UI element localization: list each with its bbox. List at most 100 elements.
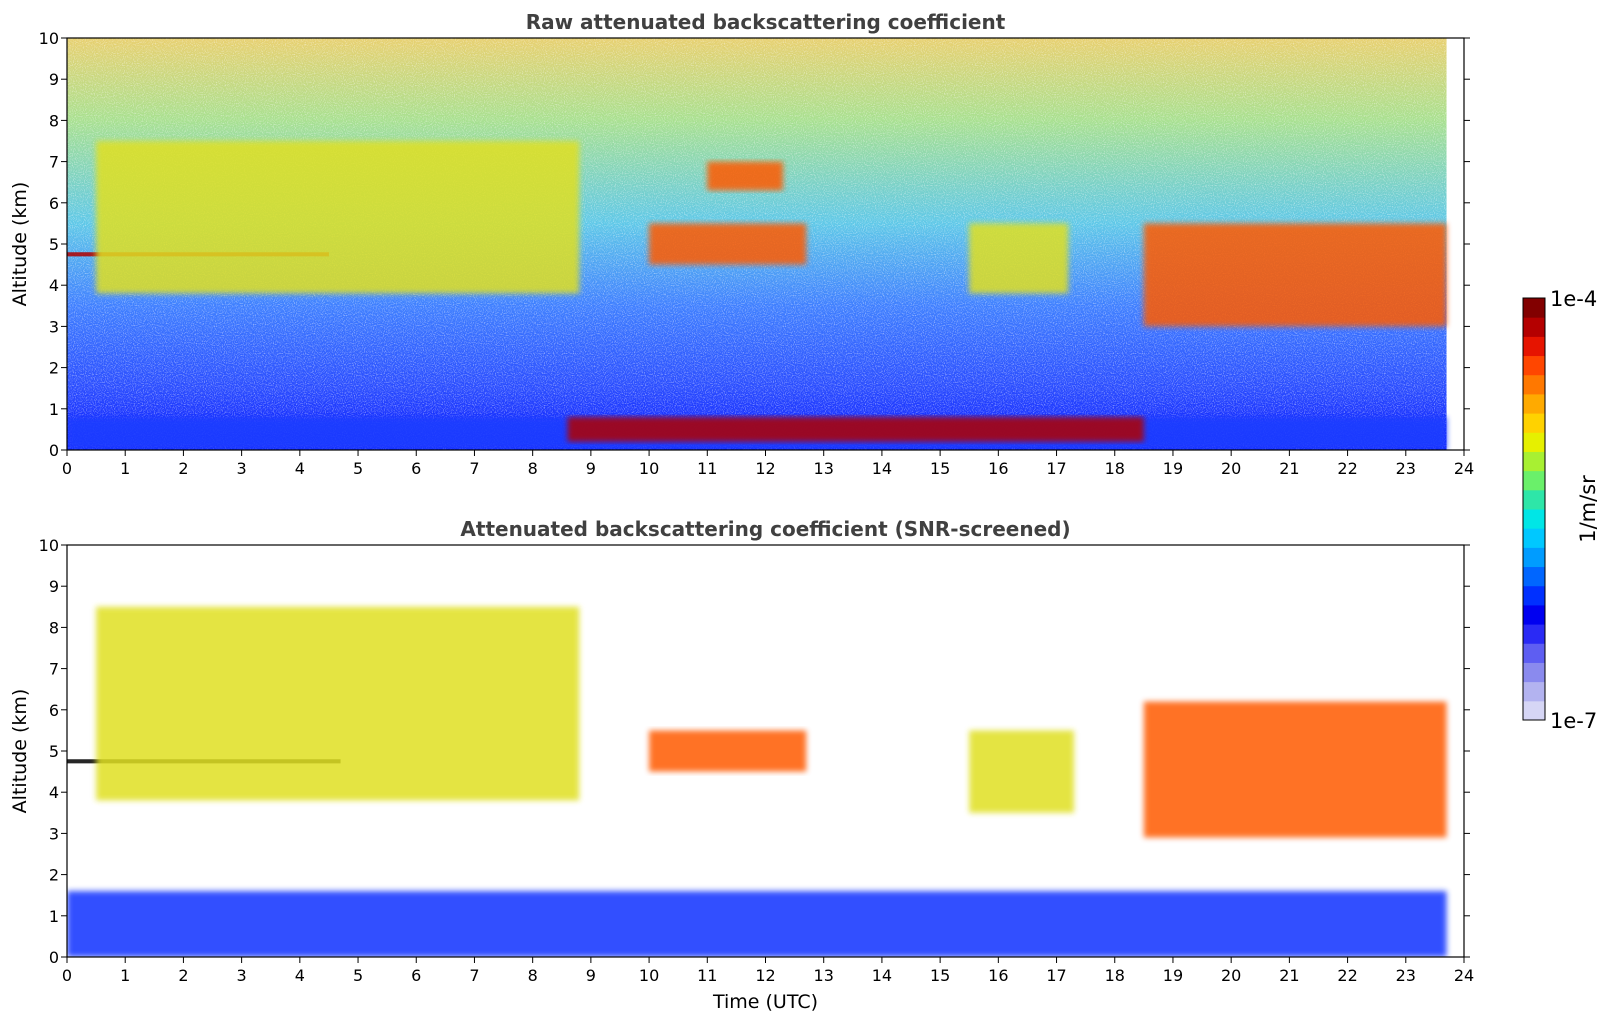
y-tick-label: 10 (39, 536, 59, 555)
colorbar-segment (1523, 509, 1545, 529)
y-tick-label: 10 (39, 29, 59, 48)
panel-raw: Raw attenuated backscattering coefficien… (9, 10, 1474, 478)
colorbar-segment (1523, 355, 1545, 376)
panel-raw-x-axis: 0 1 2 3 4 5 6 7 8 9 10 11 12 13 14 15 16 17 18 19 20 21 22 23 24 (62, 450, 1474, 478)
x-tick-label: 10 (639, 459, 659, 478)
feature-boundary-layer-0 (67, 891, 1447, 957)
x-tick-label: 16 (988, 966, 1008, 985)
x-tick-label: 10 (639, 966, 659, 985)
y-tick-label: 5 (49, 235, 59, 254)
feature-cirrus-2 (96, 141, 580, 294)
y-tick-label: 3 (49, 317, 59, 336)
colorbar-gradient (1523, 298, 1545, 721)
y-tick-label: 4 (49, 276, 59, 295)
x-tick-label: 13 (814, 459, 834, 478)
panel-screened-ylabel: Altitude (km) (9, 689, 31, 814)
x-tick-label: 18 (1105, 459, 1125, 478)
panel-screened-x-axis: 0 1 2 3 4 5 6 7 8 9 10 11 12 13 14 15 16 17 18 19 20 21 22 23 24 (62, 957, 1474, 985)
x-tick-label: 12 (755, 459, 775, 478)
colorbar-segment (1523, 470, 1545, 491)
colorbar-segment (1523, 317, 1545, 337)
y-tick-label: 0 (49, 948, 59, 967)
panel-screened: Attenuated backscattering coefficient (S… (9, 517, 1474, 1013)
feature-cloud-layer-3 (649, 223, 807, 265)
y-tick-label: 1 (49, 400, 59, 419)
feature-cirrus-6 (1143, 223, 1447, 327)
y-tick-label: 6 (49, 701, 59, 720)
colorbar-segment (1523, 393, 1545, 414)
y-tick-label: 8 (49, 618, 59, 637)
x-tick-label: 23 (1396, 459, 1416, 478)
x-tick-label: 19 (1163, 966, 1183, 985)
y-tick-label: 0 (49, 441, 59, 460)
y-tick-label: 1 (49, 907, 59, 926)
x-tick-label: 17 (1046, 966, 1066, 985)
x-tick-label: 3 (237, 459, 247, 478)
y-tick-label: 7 (49, 153, 59, 172)
panel-screened-y-axis: 0 1 2 3 4 5 6 7 8 9 10 (39, 536, 1470, 967)
colorbar-segment (1523, 547, 1545, 568)
x-tick-label: 17 (1046, 459, 1066, 478)
feature-cirrus-2 (96, 606, 580, 801)
y-tick-label: 6 (49, 194, 59, 213)
x-tick-label: 7 (469, 966, 479, 985)
panel-screened-heatmap (67, 606, 1447, 957)
panel-raw-y-axis: 0 1 2 3 4 5 6 7 8 9 10 (39, 29, 1470, 460)
x-tick-label: 13 (814, 966, 834, 985)
y-tick-label: 3 (49, 824, 59, 843)
panel-raw-title: Raw attenuated backscattering coefficien… (526, 10, 1006, 34)
y-tick-label: 2 (49, 359, 59, 378)
x-tick-label: 11 (697, 966, 717, 985)
x-tick-label: 0 (62, 459, 72, 478)
colorbar-segment (1523, 528, 1545, 548)
x-tick-label: 4 (295, 459, 305, 478)
feature-cirrus-5 (969, 223, 1069, 294)
colorbar-segment (1523, 432, 1545, 452)
x-tick-label: 23 (1396, 966, 1416, 985)
y-tick-label: 9 (49, 70, 59, 89)
x-tick-label: 12 (755, 966, 775, 985)
x-tick-label: 7 (469, 459, 479, 478)
x-tick-label: 22 (1337, 459, 1357, 478)
colorbar-segment (1523, 585, 1545, 606)
x-tick-label: 16 (988, 459, 1008, 478)
colorbar-segment (1523, 374, 1545, 395)
feature-low-cloud-top-7 (567, 417, 1144, 442)
y-tick-label: 4 (49, 783, 59, 802)
colorbar-segment (1523, 566, 1545, 587)
y-tick-label: 9 (49, 577, 59, 596)
panel-screened-xlabel: Time (UTC) (712, 991, 818, 1013)
colorbar-segment (1523, 413, 1545, 433)
x-tick-label: 11 (697, 459, 717, 478)
x-tick-label: 22 (1337, 966, 1357, 985)
colorbar-segment (1523, 451, 1545, 472)
y-tick-label: 7 (49, 660, 59, 679)
colorbar-segment (1523, 336, 1545, 357)
panel-raw-heatmap (67, 38, 1447, 450)
feature-cloud-patches-4 (707, 161, 783, 191)
colorbar-max-label: 1e-4 (1550, 287, 1597, 311)
x-tick-label: 24 (1454, 459, 1474, 478)
x-tick-label: 15 (930, 966, 950, 985)
feature-cirrus-5 (1143, 701, 1447, 838)
x-tick-label: 14 (872, 459, 892, 478)
feature-cloud-layer-3 (649, 730, 807, 772)
colorbar-unit-label: 1/m/sr (1576, 475, 1600, 543)
colorbar: 1e-4 1e-7 1/m/sr (1522, 287, 1600, 733)
x-tick-label: 24 (1454, 966, 1474, 985)
colorbar-segment (1523, 700, 1545, 721)
x-tick-label: 19 (1163, 459, 1183, 478)
panel-screened-title: Attenuated backscattering coefficient (S… (460, 517, 1070, 541)
x-tick-label: 20 (1221, 966, 1241, 985)
x-tick-label: 8 (528, 966, 538, 985)
colorbar-segment (1523, 643, 1545, 663)
colorbar-segment (1523, 681, 1545, 702)
colorbar-segment (1523, 604, 1545, 625)
x-tick-label: 21 (1279, 966, 1299, 985)
colorbar-segment (1523, 624, 1545, 644)
x-tick-label: 5 (353, 459, 363, 478)
x-tick-label: 8 (528, 459, 538, 478)
feature-cirrus-4 (969, 730, 1075, 813)
x-tick-label: 18 (1105, 966, 1125, 985)
